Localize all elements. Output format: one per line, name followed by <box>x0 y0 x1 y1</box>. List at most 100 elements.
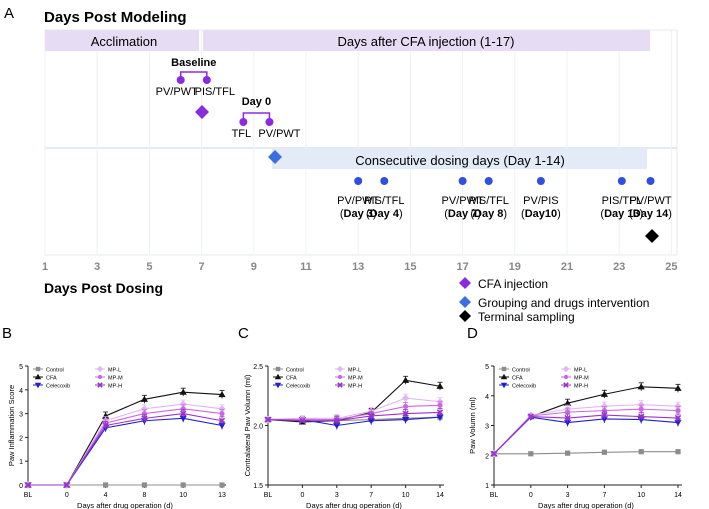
cfa-period-bar <box>203 30 650 51</box>
legend-marker <box>97 374 103 380</box>
x-axis-label: Days after drug operation (d) <box>538 501 634 509</box>
data-point <box>601 411 608 419</box>
series-line <box>267 411 441 422</box>
measurement-day-label: (Day 8) <box>470 208 507 220</box>
measurement-label: PIS/TFL <box>364 195 404 207</box>
marker-stroke <box>368 412 375 420</box>
baseline-right-label: PIS/TFL <box>195 86 235 98</box>
legend-marker <box>563 382 569 388</box>
marker-stroke <box>63 481 70 489</box>
data-point <box>102 422 109 429</box>
series-line <box>268 404 441 421</box>
measurement-label: PV/PWT <box>442 195 484 207</box>
x-tick-label: 3 <box>566 492 570 499</box>
series-line <box>494 451 678 455</box>
measurement-day-value: Day 14 <box>633 208 669 220</box>
x-tick-label: 0 <box>300 492 304 499</box>
measurement-day-value: Day10 <box>525 208 557 220</box>
series-control <box>491 449 681 457</box>
grouping-diamond <box>268 150 282 164</box>
measurement-label: PIS/TFL <box>469 195 509 207</box>
measurement-day-paren: ) <box>503 208 507 220</box>
series-mp-h <box>24 409 226 489</box>
data-point <box>63 481 70 489</box>
data-point <box>141 415 148 422</box>
legend-entry: MP-M <box>348 376 363 382</box>
baseline-left-label: PV/PWT <box>156 86 198 98</box>
x-tick-label: 7 <box>602 492 606 499</box>
x-tick-label: BL <box>264 492 273 499</box>
data-point <box>141 411 147 417</box>
marker-stroke <box>490 450 498 457</box>
panel-label-c: C <box>238 325 249 342</box>
measurement-day-paren: ( <box>340 208 344 220</box>
x-tick-label: 7 <box>369 492 373 499</box>
legend-marker <box>337 374 343 380</box>
y-axis-label: Paw Inflammation Score <box>7 385 16 466</box>
measurement-label: PIS/TFL <box>602 195 642 207</box>
y-axis-label: Contralateral Paw Volumn (ml) <box>243 374 252 476</box>
measurement-day-paren: ( <box>366 208 370 220</box>
legend-label: Terminal sampling <box>478 310 575 324</box>
timeline-tick-label: 5 <box>146 261 152 273</box>
y-tick-label: 2.0 <box>253 424 263 431</box>
data-point <box>218 417 226 424</box>
data-point <box>299 417 306 424</box>
legend-diamond <box>459 296 471 308</box>
measurement-day-label: (Day 7) <box>444 208 481 220</box>
series-line <box>493 416 679 455</box>
y-tick-label: 3 <box>19 412 23 419</box>
marker-stroke <box>24 481 32 489</box>
measurement-day-paren: ) <box>668 208 672 220</box>
y-tick-label: 4 <box>19 388 23 395</box>
legend-entry: CFA <box>512 376 523 382</box>
measurement-day-value: Day 4 <box>370 208 400 220</box>
legend-marker <box>34 373 42 380</box>
acclimation-bar <box>45 30 199 51</box>
series-line <box>28 391 223 486</box>
data-point <box>367 418 375 425</box>
measurement-day-label: (Day 14) <box>629 208 672 220</box>
marker-stroke <box>564 414 571 422</box>
data-point <box>402 376 410 383</box>
data-point <box>218 422 226 430</box>
legend-marker <box>275 366 281 372</box>
marker-stroke <box>264 416 272 423</box>
marker-stroke <box>102 422 109 429</box>
data-point <box>600 390 608 397</box>
series-line <box>28 417 223 486</box>
measurement-day-label: (Day10) <box>521 208 561 220</box>
series-line <box>267 397 441 421</box>
y-tick-label: 1 <box>485 483 489 490</box>
y-axis-label: Paw Volumn (ml) <box>468 397 477 454</box>
day0-right-label: PV/PWT <box>258 128 300 140</box>
data-point <box>601 408 608 414</box>
marker-stroke <box>180 410 187 417</box>
legend-entry: MP-L <box>108 368 121 374</box>
data-point <box>180 406 186 412</box>
data-point <box>674 384 682 391</box>
legend-entry: Celecoxib <box>46 384 70 390</box>
data-point <box>638 449 644 455</box>
timeline-frame <box>44 29 678 256</box>
data-point <box>674 402 682 410</box>
x-tick-label: 10 <box>402 492 410 499</box>
legend-marker <box>336 365 344 373</box>
legend-marker <box>274 373 282 380</box>
x-tick-label: 13 <box>218 492 226 499</box>
y-tick-label: 5 <box>485 364 489 371</box>
acclimation-label: Acclimation <box>91 34 157 49</box>
data-point <box>436 414 444 421</box>
data-point <box>674 414 682 422</box>
measurement-day-paren: ) <box>477 208 481 220</box>
data-point <box>402 416 410 424</box>
day0-bracket <box>242 112 271 122</box>
measurement-day-paren: ) <box>399 208 403 220</box>
y-tick-label: 1 <box>19 459 23 466</box>
x-tick-label: 3 <box>335 492 339 499</box>
series-line <box>493 404 679 455</box>
marker-stroke <box>97 382 103 388</box>
day0-marker <box>239 118 248 126</box>
measurement-dot <box>484 177 493 185</box>
